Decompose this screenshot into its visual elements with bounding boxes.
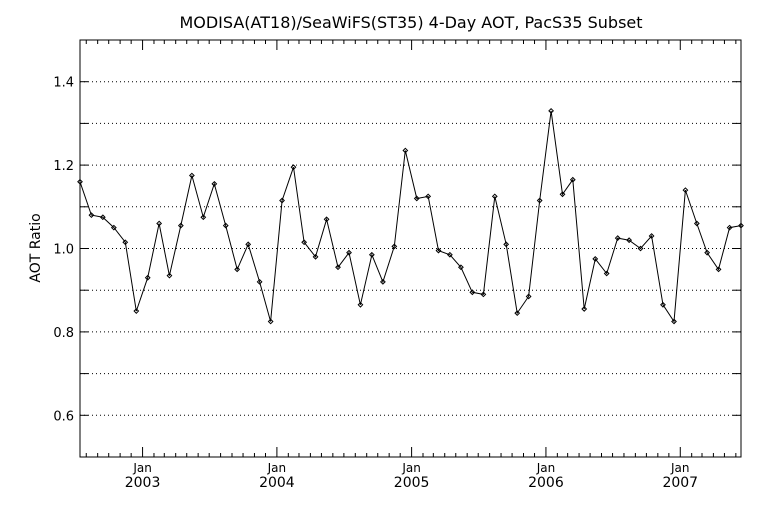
axis-ticks: 0.60.81.01.21.4Jan2003Jan2004Jan2005Jan2… — [53, 40, 741, 491]
y-tick-label: 0.8 — [53, 326, 74, 341]
data-point — [368, 251, 375, 258]
data-point — [469, 289, 476, 296]
data-point — [188, 172, 195, 179]
data-point — [256, 278, 263, 285]
data-point — [391, 243, 398, 250]
plot-frame — [79, 39, 742, 458]
x-tick-month: Jan — [401, 461, 421, 475]
data-series — [77, 107, 744, 325]
data-point — [458, 264, 464, 271]
data-point — [726, 224, 733, 231]
data-point — [99, 214, 106, 221]
chart-title: MODISA(AT18)/SeaWiFS(ST35) 4-Day AOT, Pa… — [179, 13, 642, 32]
data-point — [693, 220, 700, 227]
data-point — [211, 180, 218, 187]
data-point — [425, 193, 432, 200]
data-point — [88, 212, 95, 219]
data-point — [301, 239, 308, 246]
data-point — [200, 214, 207, 221]
x-tick-year: 2007 — [662, 475, 698, 491]
data-point — [290, 164, 297, 171]
data-point — [177, 222, 184, 229]
y-tick-label: 1.4 — [53, 76, 74, 91]
data-point — [626, 237, 633, 244]
data-point — [536, 197, 543, 204]
data-point — [323, 216, 330, 223]
data-point — [222, 222, 229, 229]
data-point — [144, 274, 151, 281]
data-point — [379, 278, 386, 285]
grid-lines — [80, 81, 741, 416]
data-point — [660, 301, 666, 308]
data-point — [715, 266, 722, 273]
x-tick-year: 2004 — [259, 475, 295, 491]
data-point — [133, 308, 140, 314]
data-point — [402, 147, 409, 154]
data-point — [637, 245, 644, 252]
data-point — [491, 193, 498, 200]
data-point — [279, 197, 285, 204]
data-point — [581, 306, 588, 312]
data-point — [525, 293, 532, 300]
data-point — [704, 249, 711, 256]
data-point — [569, 176, 576, 183]
data-point — [335, 264, 341, 271]
data-point — [312, 253, 319, 260]
data-point — [245, 241, 252, 248]
data-point — [110, 224, 117, 231]
data-point — [346, 249, 352, 256]
x-tick-year: 2006 — [528, 475, 564, 491]
data-point — [166, 272, 173, 279]
data-point — [592, 256, 599, 262]
data-point — [514, 310, 521, 317]
data-point — [234, 266, 241, 273]
data-point — [671, 318, 677, 325]
data-point — [413, 195, 420, 202]
data-point — [548, 107, 554, 114]
y-tick-label: 1.0 — [53, 243, 74, 258]
series-line — [79, 110, 742, 323]
data-point — [614, 235, 621, 241]
x-tick-month: Jan — [267, 461, 287, 475]
data-point — [122, 239, 129, 246]
data-point — [559, 191, 566, 198]
y-tick-label: 1.2 — [53, 159, 74, 174]
data-point — [446, 251, 453, 258]
x-tick-month: Jan — [670, 461, 690, 475]
x-tick-month: Jan — [132, 461, 152, 475]
data-point — [480, 291, 487, 298]
data-point — [682, 187, 689, 194]
x-tick-month: Jan — [536, 461, 556, 475]
x-tick-year: 2003 — [125, 475, 161, 491]
y-tick-label: 0.6 — [53, 409, 74, 424]
data-point — [156, 220, 163, 227]
x-tick-year: 2005 — [394, 475, 430, 491]
data-point — [357, 301, 364, 308]
data-point — [648, 233, 655, 239]
data-point — [267, 318, 274, 325]
y-axis-label: AOT Ratio — [28, 213, 44, 282]
data-point — [503, 241, 510, 248]
data-point — [435, 247, 442, 254]
data-point — [603, 270, 610, 277]
